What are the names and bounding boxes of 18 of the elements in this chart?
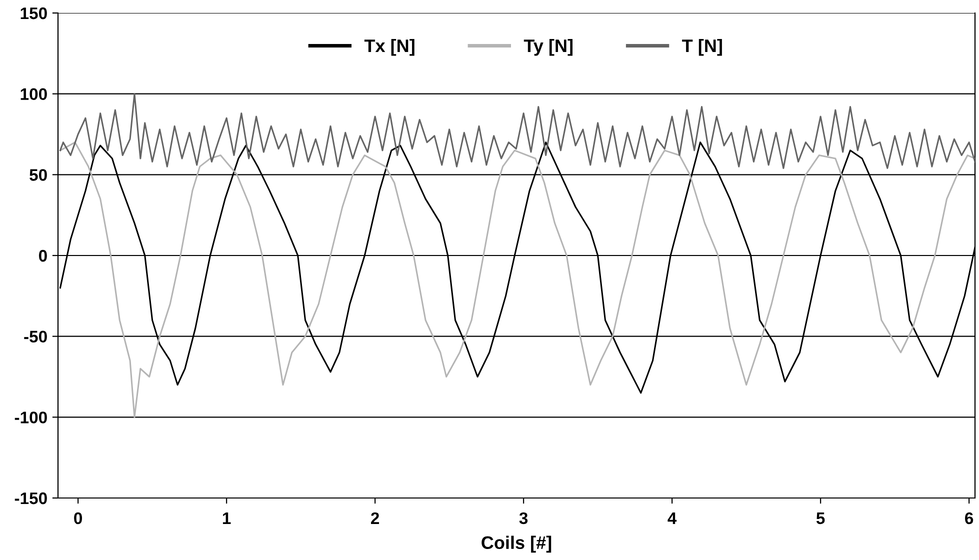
x-tick-label: 5 [816, 512, 825, 524]
legend-label: T [N] [682, 38, 722, 56]
y-tick-label: 150 [20, 7, 47, 20]
x-tick-label: 3 [519, 512, 528, 524]
y-tick-label: -150 [14, 492, 47, 504]
y-tick-label: -100 [14, 412, 47, 424]
x-axis-title: Coils [#] [482, 536, 552, 553]
y-tick-label: -50 [24, 330, 47, 343]
x-tick-label: 2 [370, 512, 380, 524]
x-tick-label: 4 [668, 512, 677, 524]
y-tick-label: 0 [38, 250, 47, 262]
y-tick-label: 50 [30, 169, 47, 181]
legend-label: Tx [N] [364, 38, 414, 56]
x-tick-label: 1 [222, 512, 231, 524]
x-tick-label: 0 [74, 512, 82, 524]
legend-label: Ty [N] [524, 38, 572, 56]
x-tick-label: 6 [965, 512, 974, 524]
y-tick-label: 100 [20, 88, 47, 100]
